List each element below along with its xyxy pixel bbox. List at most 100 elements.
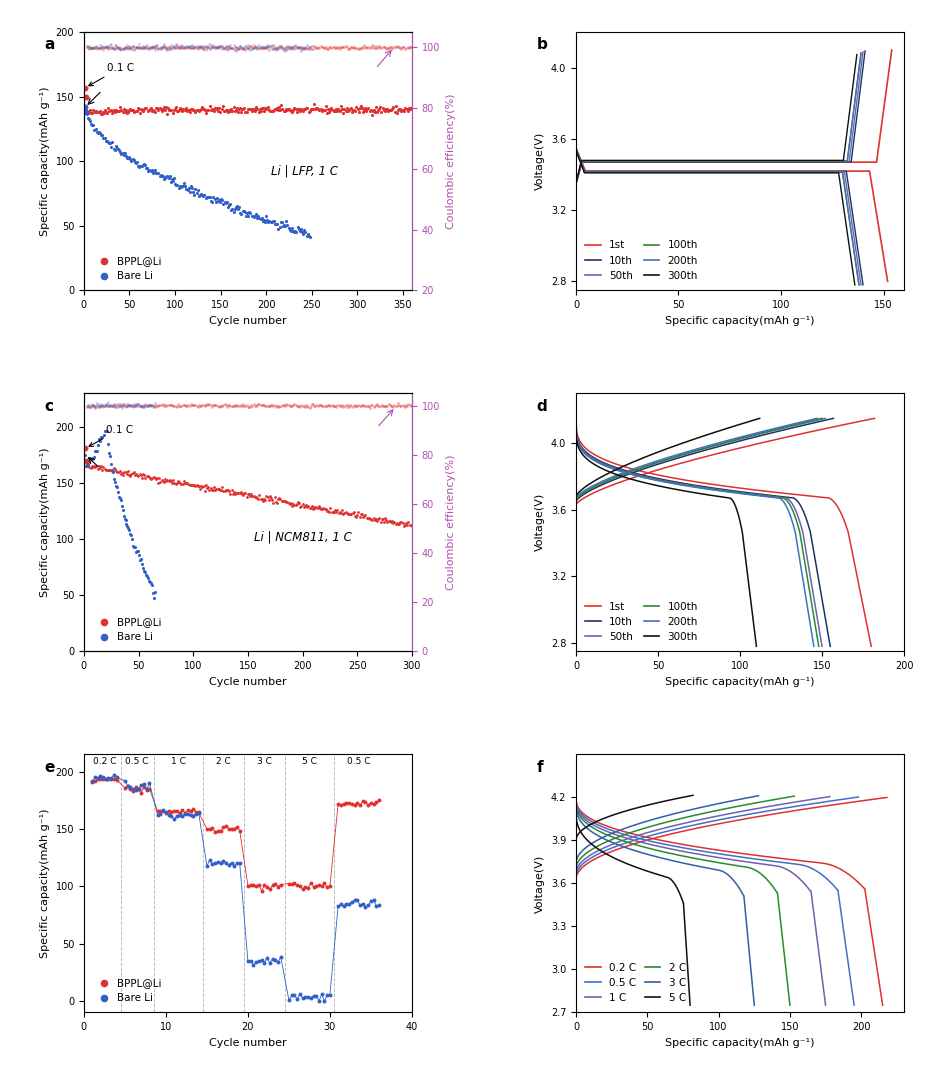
Point bbox=[229, 100, 244, 117]
Point bbox=[165, 475, 180, 492]
Point bbox=[251, 207, 266, 224]
Point bbox=[353, 40, 368, 57]
Point bbox=[317, 992, 332, 1009]
Point bbox=[204, 39, 219, 56]
Point bbox=[326, 102, 341, 120]
Point bbox=[363, 101, 378, 118]
Point bbox=[351, 396, 366, 414]
Point bbox=[84, 40, 99, 57]
Point bbox=[202, 97, 217, 114]
Point bbox=[88, 103, 103, 121]
Point bbox=[107, 473, 122, 490]
Point bbox=[192, 39, 207, 56]
Point bbox=[99, 39, 114, 56]
Point bbox=[134, 550, 149, 568]
Point bbox=[260, 211, 275, 228]
Point bbox=[296, 499, 311, 516]
Point bbox=[140, 396, 155, 414]
Point bbox=[136, 40, 151, 57]
Point bbox=[397, 39, 412, 56]
Point bbox=[291, 397, 306, 415]
Point bbox=[352, 40, 367, 57]
Point bbox=[133, 397, 148, 415]
Point bbox=[88, 398, 103, 416]
Point bbox=[172, 475, 187, 492]
Point bbox=[277, 40, 292, 57]
Point bbox=[156, 38, 171, 55]
Point bbox=[162, 101, 177, 118]
Text: f: f bbox=[537, 759, 543, 774]
Point bbox=[119, 397, 134, 415]
Point bbox=[157, 170, 171, 187]
Point bbox=[284, 876, 299, 893]
Point bbox=[247, 37, 262, 54]
Point bbox=[80, 458, 95, 475]
Point bbox=[223, 39, 238, 56]
Point bbox=[146, 39, 161, 56]
Point bbox=[95, 103, 110, 121]
Point bbox=[233, 484, 248, 501]
Point bbox=[393, 102, 408, 120]
Point bbox=[221, 41, 236, 58]
Point bbox=[157, 36, 171, 53]
Point bbox=[294, 40, 308, 57]
Point bbox=[395, 515, 410, 532]
Point bbox=[138, 563, 153, 581]
Point bbox=[126, 782, 141, 799]
Point bbox=[266, 212, 281, 229]
Point bbox=[296, 222, 311, 239]
Point bbox=[188, 103, 203, 121]
Point bbox=[305, 395, 320, 412]
Point bbox=[253, 39, 267, 56]
Point bbox=[270, 491, 285, 508]
Point bbox=[122, 521, 137, 538]
Point bbox=[179, 180, 194, 197]
Point bbox=[404, 39, 418, 56]
Point bbox=[299, 227, 314, 244]
Point bbox=[342, 505, 357, 522]
Point bbox=[185, 40, 199, 57]
Point bbox=[204, 100, 219, 117]
Point bbox=[308, 39, 323, 56]
Point bbox=[190, 38, 205, 55]
Point bbox=[173, 38, 188, 55]
Point bbox=[311, 396, 326, 414]
Point bbox=[209, 39, 224, 56]
Point bbox=[274, 492, 289, 509]
Point bbox=[291, 39, 306, 56]
Point bbox=[343, 505, 358, 522]
Point bbox=[283, 102, 298, 120]
Point bbox=[250, 490, 265, 507]
Point bbox=[280, 396, 295, 414]
Point bbox=[127, 103, 142, 121]
Point bbox=[119, 39, 134, 56]
Point bbox=[288, 101, 303, 118]
Point bbox=[334, 98, 349, 115]
Point bbox=[221, 396, 236, 414]
Point bbox=[254, 100, 269, 117]
Point bbox=[128, 154, 143, 171]
Point bbox=[199, 104, 213, 122]
Point bbox=[164, 171, 179, 188]
Point bbox=[221, 481, 236, 499]
Point bbox=[254, 39, 269, 56]
Point bbox=[285, 103, 300, 121]
Point bbox=[354, 396, 369, 414]
Point bbox=[96, 768, 111, 785]
Point bbox=[254, 396, 268, 414]
Point bbox=[366, 795, 381, 812]
Point bbox=[128, 466, 143, 484]
Point bbox=[218, 481, 233, 499]
Point bbox=[90, 398, 105, 416]
Point bbox=[124, 39, 139, 56]
Point bbox=[299, 40, 314, 57]
Point bbox=[83, 398, 98, 416]
Point bbox=[222, 39, 237, 56]
Point bbox=[200, 478, 215, 495]
Point bbox=[361, 897, 376, 914]
Point bbox=[116, 396, 131, 414]
Point bbox=[125, 38, 140, 55]
Point bbox=[173, 178, 188, 195]
Point bbox=[80, 456, 95, 473]
Point bbox=[281, 220, 296, 237]
